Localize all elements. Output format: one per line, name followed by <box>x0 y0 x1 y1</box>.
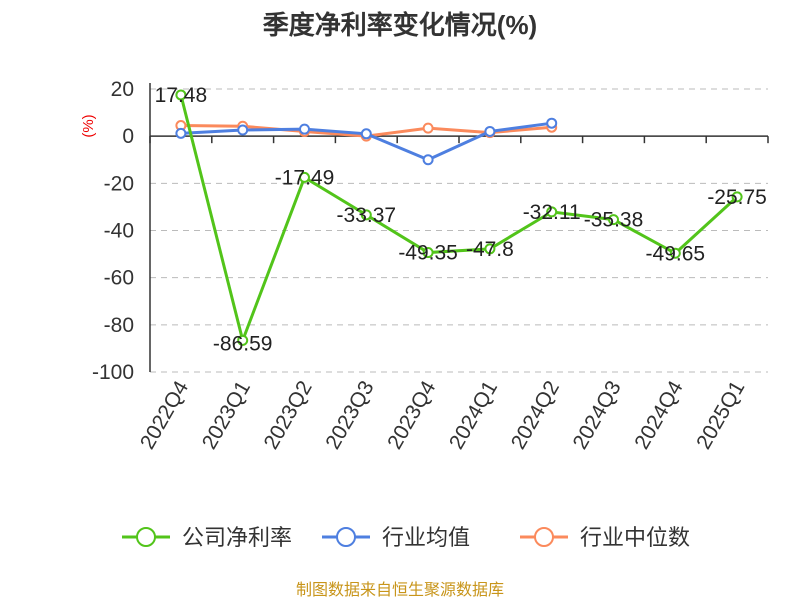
data-label: -47.8 <box>466 238 514 261</box>
legend-label: 行业中位数 <box>580 525 690 550</box>
y-tick-label: -20 <box>104 172 134 195</box>
y-tick-label: 0 <box>122 125 134 148</box>
x-tick-label: 2024Q1 <box>445 377 502 453</box>
chart-title: 季度净利率变化情况(%) <box>263 10 537 40</box>
x-tick-label: 2022Q4 <box>136 377 193 453</box>
legend-item[interactable]: 公司净利率 <box>122 525 292 550</box>
data-point[interactable] <box>360 128 372 140</box>
x-tick-label: 2023Q2 <box>260 377 317 453</box>
x-tick-label: 2023Q3 <box>321 377 378 453</box>
x-tick-label: 2024Q4 <box>630 377 687 453</box>
data-label: -32.11 <box>523 201 581 224</box>
legend-marker-icon <box>336 527 356 547</box>
data-point[interactable] <box>422 247 434 259</box>
data-point[interactable] <box>484 125 496 137</box>
y-tick-label: 20 <box>111 78 134 101</box>
data-point[interactable] <box>608 214 619 226</box>
data-point[interactable] <box>669 247 681 259</box>
data-label: -33.37 <box>337 204 397 227</box>
data-label: -17.49 <box>275 166 335 189</box>
data-point[interactable] <box>484 243 496 255</box>
data-label: 17.48 <box>155 84 208 107</box>
legend-label: 行业均值 <box>382 525 470 550</box>
data-point[interactable] <box>546 117 558 129</box>
x-tick-label: 2025Q1 <box>692 377 749 453</box>
y-axis-label: (%) <box>80 114 97 137</box>
x-tick-label: 2023Q1 <box>198 377 255 453</box>
data-point[interactable] <box>422 122 434 134</box>
data-point[interactable] <box>360 209 372 221</box>
data-point[interactable] <box>237 334 249 346</box>
data-point[interactable] <box>422 154 434 166</box>
y-tick-label: -40 <box>104 220 134 243</box>
data-label: -86.59 <box>213 332 273 355</box>
legend-item[interactable]: 行业均值 <box>322 525 470 550</box>
x-tick-label: 2024Q3 <box>569 377 626 453</box>
legend-label: 公司净利率 <box>182 525 292 550</box>
y-tick-label: -60 <box>104 267 134 290</box>
data-point[interactable] <box>731 191 743 203</box>
source-note: 制图数据来自恒生聚源数据库 <box>296 581 504 599</box>
data-point[interactable] <box>175 89 187 101</box>
legend-item[interactable]: 行业中位数 <box>520 525 690 550</box>
legend-marker-icon <box>136 527 156 547</box>
y-tick-label: -100 <box>92 361 134 384</box>
series-line <box>179 94 739 346</box>
data-label: -49.65 <box>646 242 706 265</box>
legend-marker-icon <box>534 527 554 547</box>
x-tick-label: 2024Q2 <box>507 377 564 453</box>
data-point[interactable] <box>299 123 310 135</box>
data-label: -35.38 <box>584 209 644 232</box>
data-point[interactable] <box>299 171 310 183</box>
data-point[interactable] <box>546 206 558 218</box>
x-tick-label: 2023Q4 <box>383 377 440 453</box>
data-label: -25.75 <box>707 186 767 209</box>
data-point[interactable] <box>175 127 187 139</box>
data-label: -49.35 <box>398 242 458 265</box>
y-tick-label: -80 <box>104 314 134 337</box>
data-point[interactable] <box>237 124 249 136</box>
